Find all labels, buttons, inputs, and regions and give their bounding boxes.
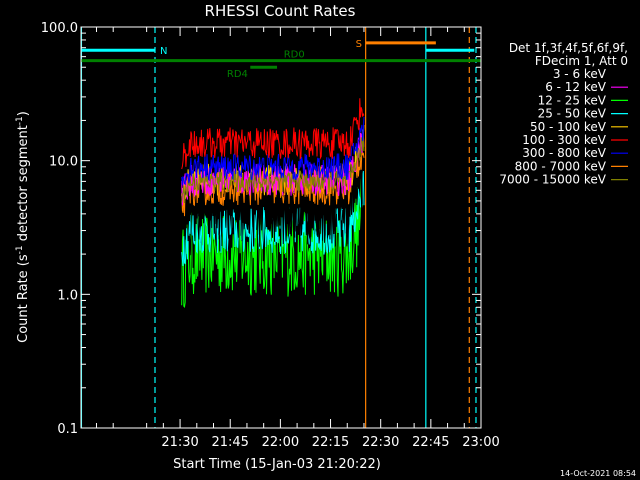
series-line-300-800-kev [181, 116, 365, 186]
legend-label-2: 12 - 25 keV [538, 93, 607, 107]
axes-group: 0.1 1.0 10.0 100.0 21:30 21:45 22:00 22:15 22:30… [41, 21, 500, 450]
series-line-800-7000-kev [181, 148, 365, 217]
legend-header-line-1: Det 1f,3f,4f,5f,6f,9f, [509, 41, 628, 55]
x-tick-label-0: 21:30 [161, 435, 198, 450]
data-series-group [80, 27, 477, 428]
y-axis-label-main: Count Rate (s [16, 254, 31, 343]
y-axis-label-mid: detector segment [16, 125, 31, 245]
y-tick-label-1: 1.0 [57, 288, 78, 303]
legend-label-7: 800 - 7000 keV [515, 159, 607, 173]
legend-label-1: 6 - 12 keV [545, 80, 607, 94]
y-axis-label: Count Rate (s-1 detector segment-1) [15, 111, 31, 343]
x-tick-label-4: 22:30 [362, 435, 399, 450]
legend-label-0: 3 - 6 keV [553, 67, 607, 81]
legend-label-8: 7000 - 15000 keV [499, 173, 606, 187]
flag-label-n: N [160, 46, 167, 57]
flag-label-s: S [356, 39, 362, 50]
y-axis-label-end: ) [16, 111, 31, 116]
flag-group: N S RD0 RD4 [81, 39, 481, 80]
y-tick-label-3: 100.0 [41, 21, 78, 36]
timestamp: 14-Oct-2021 08:54 [560, 469, 636, 478]
legend-label-4: 50 - 100 keV [530, 120, 607, 134]
y-tick-label-2: 10.0 [49, 155, 78, 170]
legend-label-6: 300 - 800 keV [522, 146, 606, 160]
chart-title: RHESSI Count Rates [205, 2, 356, 20]
x-tick-label-5: 22:45 [412, 435, 449, 450]
legend-label-3: 25 - 50 keV [538, 107, 607, 121]
series-line-7000-15000-kev [181, 134, 365, 204]
flag-label-rd0: RD0 [284, 50, 305, 61]
y-tick-label-0: 0.1 [57, 422, 78, 437]
legend-header-line-2: FDecim 1, Att 0 [535, 54, 628, 68]
flag-label-rd4: RD4 [227, 69, 248, 80]
legend: Det 1f,3f,4f,5f,6f,9f, FDecim 1, Att 0 3… [499, 41, 628, 187]
series-line-100-300-kev [181, 98, 365, 170]
x-tick-label-6: 23:00 [462, 435, 499, 450]
y-axis-label-sup2: -1 [15, 116, 25, 125]
x-tick-label-2: 22:00 [262, 435, 299, 450]
y-axis-label-sup1: -1 [15, 245, 25, 254]
plot-frame [80, 26, 482, 429]
series-line-6-12-kev [181, 132, 365, 206]
x-tick-label-1: 21:45 [211, 435, 248, 450]
x-axis-label: Start Time (15-Jan-03 21:20:22) [173, 457, 381, 472]
legend-label-5: 100 - 300 keV [522, 133, 606, 147]
x-tick-label-3: 22:15 [312, 435, 349, 450]
